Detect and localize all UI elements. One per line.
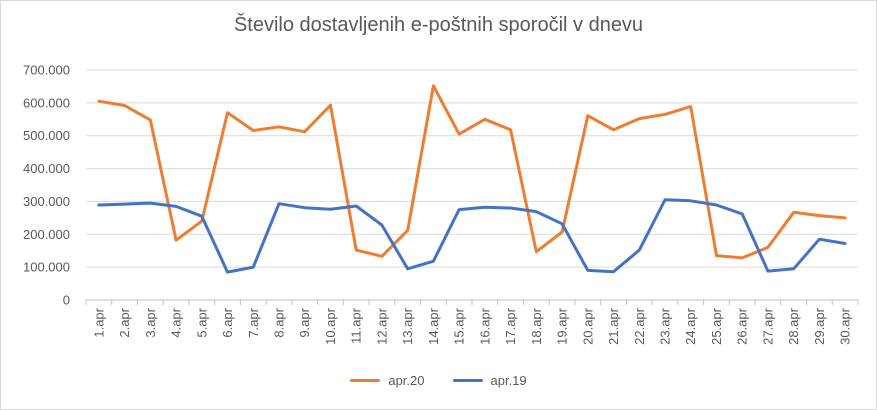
y-tick-label: 0 bbox=[63, 293, 70, 308]
x-tick-label: 12.apr bbox=[374, 307, 389, 345]
y-tick-label: 500.000 bbox=[23, 128, 70, 143]
x-tick-label: 11.apr bbox=[349, 307, 364, 344]
x-tick-label: 15.apr bbox=[452, 307, 467, 345]
x-tick-label: 10.apr bbox=[323, 307, 338, 345]
x-tick-label: 28.apr bbox=[786, 307, 801, 345]
legend-item-2: apr.19 bbox=[452, 373, 527, 388]
legend-item-1: apr.20 bbox=[350, 373, 425, 388]
x-tick-label: 3.apr bbox=[143, 307, 158, 337]
y-tick-label: 400.000 bbox=[23, 161, 70, 176]
x-tick-label: 19.apr bbox=[555, 307, 570, 345]
x-tick-label: 18.apr bbox=[529, 307, 544, 345]
x-tick-label: 8.apr bbox=[272, 307, 287, 337]
y-tick-label: 200.000 bbox=[23, 227, 70, 242]
chart-title: Število dostavljenih e-poštnih sporočil … bbox=[233, 14, 644, 36]
y-tick-label: 700.000 bbox=[23, 63, 70, 78]
x-tick-label: 16.apr bbox=[477, 307, 492, 345]
legend-label: apr.20 bbox=[388, 373, 425, 388]
x-tick-label: 7.apr bbox=[246, 307, 261, 337]
x-tick-label: 17.apr bbox=[503, 307, 518, 345]
x-tick-label: 30.apr bbox=[838, 307, 853, 345]
y-tick-label: 300.000 bbox=[23, 194, 70, 209]
x-tick-label: 27.apr bbox=[760, 307, 775, 345]
series-line-2 bbox=[97, 198, 847, 274]
x-tick-label: 13.apr bbox=[400, 307, 415, 345]
legend-swatch bbox=[350, 379, 381, 382]
x-tick-label: 21.apr bbox=[606, 307, 621, 345]
x-tick-label: 9.apr bbox=[297, 307, 312, 337]
legend-swatch bbox=[452, 379, 483, 382]
x-tick-label: 6.apr bbox=[220, 307, 235, 337]
x-tick-label: 25.apr bbox=[709, 307, 724, 345]
x-tick-label: 29.apr bbox=[812, 307, 827, 345]
series-line-1 bbox=[97, 84, 847, 260]
x-tick-label: 4.apr bbox=[169, 307, 184, 337]
x-tick-label: 2.apr bbox=[117, 307, 132, 337]
y-tick-label: 100.000 bbox=[23, 260, 70, 275]
x-tick-label: 22.apr bbox=[632, 307, 647, 345]
y-tick-label: 600.000 bbox=[23, 95, 70, 110]
x-tick-label: 23.apr bbox=[658, 307, 673, 345]
x-tick-label: 24.apr bbox=[683, 307, 698, 345]
x-tick-label: 26.apr bbox=[735, 307, 750, 345]
chart-legend: apr.20 apr.19 bbox=[0, 373, 877, 388]
x-tick-label: 5.apr bbox=[194, 307, 209, 337]
x-tick-label: 1.apr bbox=[91, 307, 106, 337]
legend-label: apr.19 bbox=[490, 373, 527, 388]
x-tick-label: 14.apr bbox=[426, 307, 441, 345]
x-tick-label: 20.apr bbox=[580, 307, 595, 345]
